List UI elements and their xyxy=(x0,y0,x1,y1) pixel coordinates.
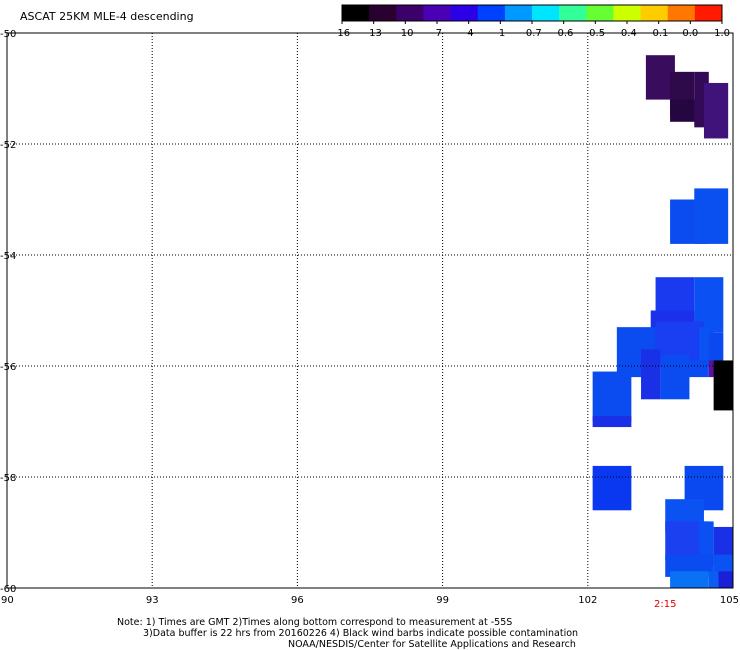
swath-cell-18 xyxy=(713,360,733,411)
swath-cell-4 xyxy=(703,82,729,139)
swath-cell-30 xyxy=(708,571,719,588)
lon-label: 93 xyxy=(146,595,159,606)
lon-label: 90 xyxy=(1,595,14,606)
colorbar-swatch xyxy=(396,5,424,21)
note-line-2: 3)Data buffer is 22 hrs from 20160226 4)… xyxy=(143,628,578,639)
map-grid xyxy=(7,33,733,588)
swath-cell-25 xyxy=(699,521,714,561)
colorbar-swatch xyxy=(613,5,642,21)
swath-cell-29 xyxy=(670,571,709,588)
colorbar-swatch xyxy=(559,5,587,21)
colorbar-swatch xyxy=(369,5,397,21)
lat-label: -58 xyxy=(0,473,16,484)
swath-cell-19 xyxy=(592,371,632,422)
note-line-1: Note: 1) Times are GMT 2)Times along bot… xyxy=(117,617,512,628)
colorbar-swatch xyxy=(532,5,560,21)
lon-label: 105 xyxy=(720,595,739,606)
colorbar-swatch xyxy=(694,5,723,21)
colorbar-swatch xyxy=(423,5,452,21)
swath-cell-20 xyxy=(592,415,632,428)
time-label: 2:15 xyxy=(654,599,676,610)
lat-label: -50 xyxy=(0,29,16,40)
map-frame xyxy=(6,32,734,589)
colorbar-swatch xyxy=(640,5,669,21)
map-title: ASCAT 25KM MLE-4 descending xyxy=(20,10,194,23)
swath-cell-31 xyxy=(718,571,733,588)
swath-cell-6 xyxy=(694,188,729,244)
colorbar-swatch xyxy=(667,5,696,21)
colorbar-swatch xyxy=(477,5,506,21)
lat-label: -52 xyxy=(0,140,16,151)
lat-label: -56 xyxy=(0,362,16,373)
lat-label: -54 xyxy=(0,251,16,262)
colorbar-swatch xyxy=(342,5,370,21)
colorbar-swatch xyxy=(504,5,533,21)
latitude-labels: -50 -52 -54 -56 -58 -60 xyxy=(0,29,16,595)
longitude-labels: 90 93 96 99 102 105 xyxy=(1,595,739,606)
colorbar-swatch xyxy=(450,5,479,21)
colorbar-ticks: -16 -13 -10 -7 -4 -1 -0.7 -0.6 -0.5 -0.4 -0.1 0.0 1.… xyxy=(334,21,730,39)
swath-cell-21 xyxy=(592,465,632,511)
note-line-3: NOAA/NESDIS/Center for Satellite Applica… xyxy=(288,639,576,650)
swath-cell-14 xyxy=(641,349,661,400)
colorbar-swatch xyxy=(586,5,614,21)
swath-cell-13 xyxy=(708,332,724,366)
lat-label: -60 xyxy=(0,584,16,595)
lon-label: 102 xyxy=(578,595,597,606)
swath-cell-16 xyxy=(684,360,709,378)
swath-cells xyxy=(592,55,733,588)
swath-cell-0 xyxy=(645,55,675,100)
swath-cell-2 xyxy=(670,99,700,122)
lon-label: 99 xyxy=(436,595,449,606)
lon-label: 96 xyxy=(291,595,304,606)
colorbar xyxy=(341,4,723,22)
